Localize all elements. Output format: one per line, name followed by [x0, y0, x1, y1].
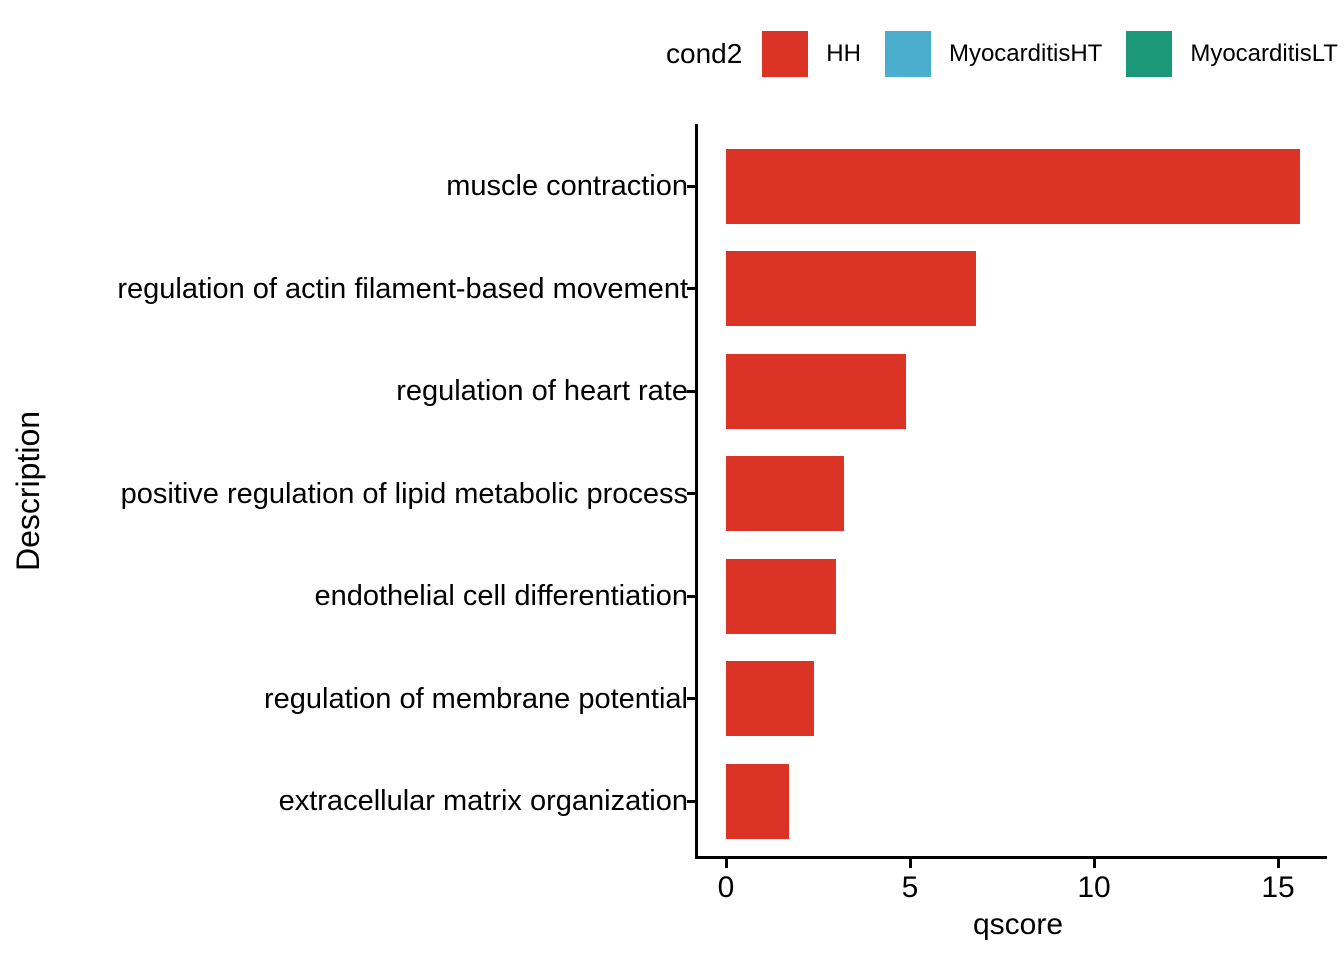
- bar-endothelial cell differentiation: [726, 558, 836, 634]
- category-label: muscle contraction: [446, 170, 688, 202]
- x-axis-line: [695, 856, 1327, 859]
- category-label: positive regulation of lipid metabolic p…: [120, 477, 688, 510]
- y-tick: [687, 389, 695, 393]
- bar-regulation of membrane potential: [726, 661, 814, 736]
- y-axis-line: [695, 124, 698, 859]
- x-tick: [1276, 859, 1280, 868]
- legend-item-HH: HH: [762, 31, 861, 77]
- legend-item-MyocarditisHT: MyocarditisHT: [884, 31, 1103, 77]
- x-tick: [908, 859, 912, 868]
- category-label: regulation of membrane potential: [264, 682, 688, 715]
- legend-item-MyocarditisLT: MyocarditisLT: [1126, 31, 1338, 77]
- category-label: extracellular matrix organization: [278, 785, 688, 817]
- legend-swatch: [1126, 31, 1173, 77]
- bar-extracellular matrix organization: [726, 763, 789, 839]
- x-tick-label: 5: [901, 871, 919, 904]
- x-tick-label: 15: [1261, 871, 1295, 904]
- y-tick: [687, 799, 695, 803]
- legend-title: cond2: [666, 38, 743, 69]
- legend-label: MyocarditisHT: [948, 40, 1103, 67]
- y-tick: [687, 287, 695, 290]
- legend: cond2 HH MyocarditisHT MyocarditisLT: [666, 31, 1344, 77]
- x-tick-label: 0: [717, 871, 735, 904]
- x-axis-title: qscore: [972, 908, 1064, 941]
- bar-muscle contraction: [726, 148, 1300, 224]
- bar-regulation of actin filament-based movement: [726, 251, 976, 326]
- legend-swatch: [884, 31, 931, 77]
- category-label: endothelial cell differentiation: [314, 580, 688, 612]
- legend-label: HH: [826, 40, 861, 67]
- bar-positive regulation of lipid metabolic process: [726, 456, 844, 531]
- category-label: regulation of actin filament-based movem…: [117, 272, 688, 305]
- y-tick: [687, 184, 695, 188]
- category-label: regulation of heart rate: [396, 375, 688, 407]
- legend-label: MyocarditisLT: [1190, 40, 1338, 67]
- x-tick: [724, 859, 728, 868]
- x-tick-label: 10: [1077, 871, 1111, 904]
- x-tick: [1092, 859, 1096, 868]
- y-tick: [687, 492, 695, 495]
- bar-regulation of heart rate: [726, 353, 906, 429]
- y-tick: [687, 594, 695, 598]
- legend-swatch: [762, 31, 809, 77]
- y-tick: [687, 697, 695, 700]
